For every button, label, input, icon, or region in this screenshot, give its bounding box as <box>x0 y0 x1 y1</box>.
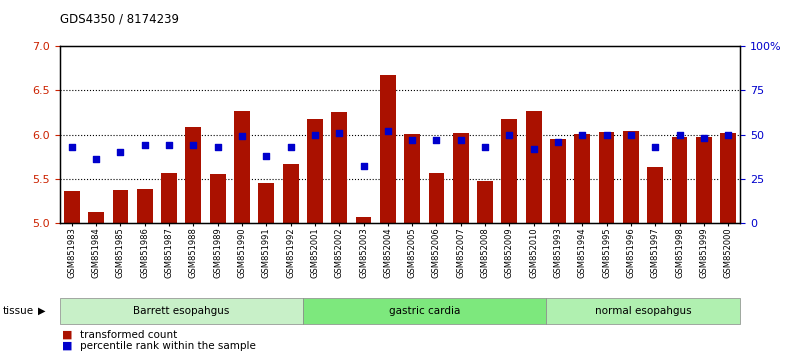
Text: normal esopahgus: normal esopahgus <box>595 306 692 316</box>
Bar <box>696 137 712 223</box>
Point <box>478 144 491 150</box>
Bar <box>575 134 590 223</box>
Bar <box>380 75 396 223</box>
Bar <box>64 191 80 223</box>
Bar <box>720 133 736 223</box>
Text: tissue: tissue <box>2 306 33 316</box>
Point <box>236 133 248 139</box>
Bar <box>307 120 323 223</box>
Point <box>527 146 540 152</box>
Text: gastric cardia: gastric cardia <box>388 306 460 316</box>
Point <box>722 132 735 137</box>
Point <box>649 144 661 150</box>
Bar <box>234 111 250 223</box>
Point <box>333 130 345 136</box>
Point <box>139 142 151 148</box>
Point <box>187 142 200 148</box>
Point <box>260 153 273 159</box>
Bar <box>185 127 201 223</box>
Text: GDS4350 / 8174239: GDS4350 / 8174239 <box>60 12 178 25</box>
Bar <box>356 217 372 223</box>
Text: ■: ■ <box>62 330 72 339</box>
Bar <box>526 111 541 223</box>
Point <box>503 132 516 137</box>
Bar <box>210 175 225 223</box>
Bar <box>112 190 128 223</box>
Bar <box>623 131 639 223</box>
Text: percentile rank within the sample: percentile rank within the sample <box>80 341 256 351</box>
Bar <box>259 183 274 223</box>
Bar <box>404 134 420 223</box>
Point <box>552 139 564 144</box>
Bar <box>672 137 688 223</box>
Text: transformed count: transformed count <box>80 330 177 339</box>
Bar <box>283 164 298 223</box>
Point <box>406 137 419 143</box>
Point <box>309 132 322 137</box>
Point <box>455 137 467 143</box>
Text: Barrett esopahgus: Barrett esopahgus <box>133 306 229 316</box>
Bar <box>647 167 663 223</box>
Bar <box>477 181 493 223</box>
Point <box>114 149 127 155</box>
Point <box>673 132 686 137</box>
Point <box>284 144 297 150</box>
Point <box>162 142 175 148</box>
Point <box>381 128 394 134</box>
Point <box>211 144 224 150</box>
Point <box>600 132 613 137</box>
Bar <box>331 112 347 223</box>
Bar <box>453 133 469 223</box>
Text: ▶: ▶ <box>38 306 45 316</box>
Point <box>90 156 103 162</box>
Point <box>65 144 78 150</box>
Text: ■: ■ <box>62 341 72 351</box>
Bar <box>137 189 153 223</box>
Bar <box>161 172 177 223</box>
Point <box>357 164 370 169</box>
Point <box>576 132 589 137</box>
Point <box>697 135 710 141</box>
Bar <box>599 132 615 223</box>
Point <box>625 132 638 137</box>
Bar <box>88 212 104 223</box>
Point <box>430 137 443 143</box>
Bar <box>428 173 444 223</box>
Bar <box>550 139 566 223</box>
Bar <box>501 120 517 223</box>
